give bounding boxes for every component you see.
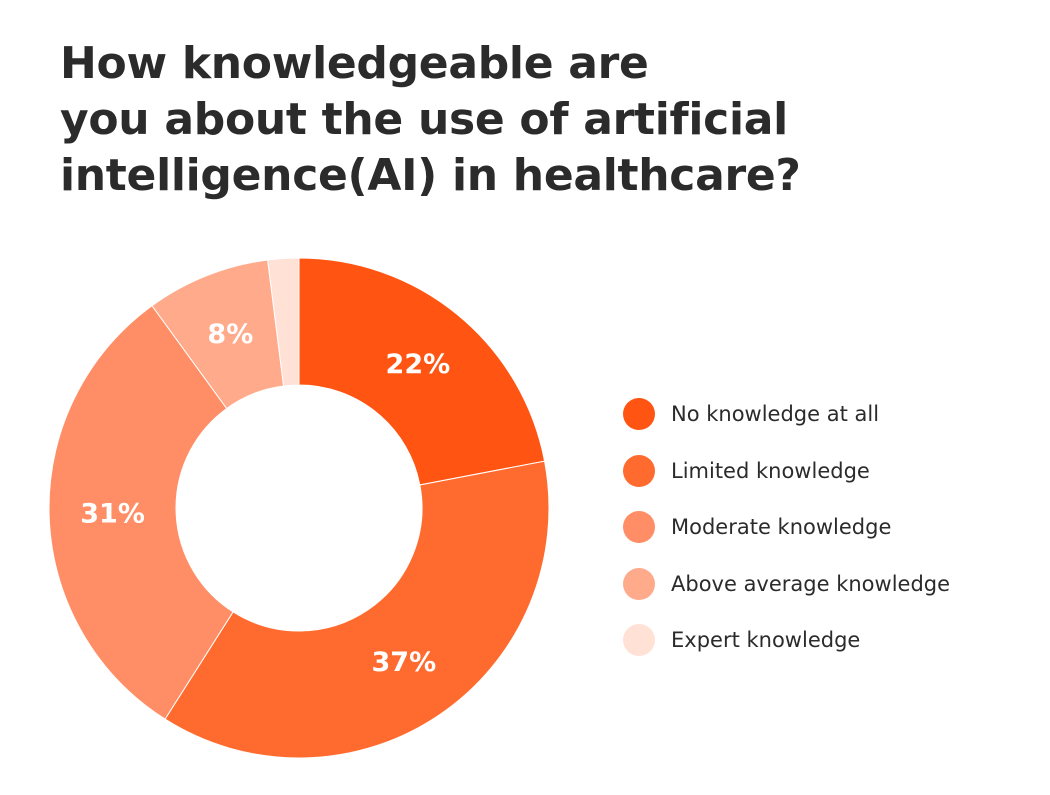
chart-title: How knowledgeable are you about the use …: [60, 36, 960, 204]
legend-label-above-average-knowledge: Above average knowledge: [671, 571, 951, 596]
data-label-moderate-knowledge: 31%: [80, 498, 145, 529]
legend-swatch-limited-knowledge: [623, 454, 655, 487]
data-label-limited-knowledge: 37%: [372, 647, 437, 678]
legend-swatch-moderate-knowledge: [623, 511, 655, 544]
legend-label-moderate-knowledge: Moderate knowledge: [671, 515, 892, 540]
legend-label-no-knowledge: No knowledge at all: [671, 402, 880, 427]
title-line-1: How knowledgeable are: [60, 38, 649, 89]
legend-label-expert-knowledge: Expert knowledge: [671, 628, 861, 653]
legend: No knowledge at all Limited knowledge Mo…: [623, 386, 950, 669]
data-label-no-knowledge: 22%: [386, 349, 451, 380]
legend-swatch-expert-knowledge: [623, 624, 655, 657]
title-line-2: you about the use of artificial: [60, 94, 788, 145]
legend-swatch-above-average-knowledge: [623, 567, 655, 600]
legend-item-limited-knowledge: Limited knowledge: [623, 443, 950, 500]
title-line-3: intelligence(AI) in healthcare?: [60, 150, 801, 201]
slice-limited-knowledge: [164, 460, 550, 759]
legend-item-moderate-knowledge: Moderate knowledge: [623, 499, 950, 556]
slice-no-knowledge: [298, 257, 546, 486]
legend-item-expert-knowledge: Expert knowledge: [623, 612, 950, 669]
data-label-above-average-knowledge: 8%: [207, 319, 253, 350]
slice-moderate-knowledge: [48, 305, 234, 720]
legend-swatch-no-knowledge: [623, 398, 655, 431]
legend-item-above-average-knowledge: Above average knowledge: [623, 556, 950, 613]
legend-label-limited-knowledge: Limited knowledge: [671, 458, 870, 483]
legend-item-no-knowledge: No knowledge at all: [623, 386, 950, 443]
slice-expert-knowledge: [267, 257, 300, 387]
